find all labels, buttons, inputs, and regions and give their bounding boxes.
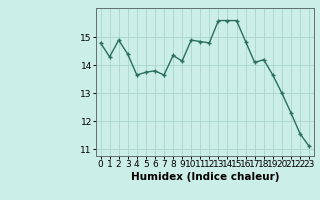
X-axis label: Humidex (Indice chaleur): Humidex (Indice chaleur): [131, 172, 279, 182]
